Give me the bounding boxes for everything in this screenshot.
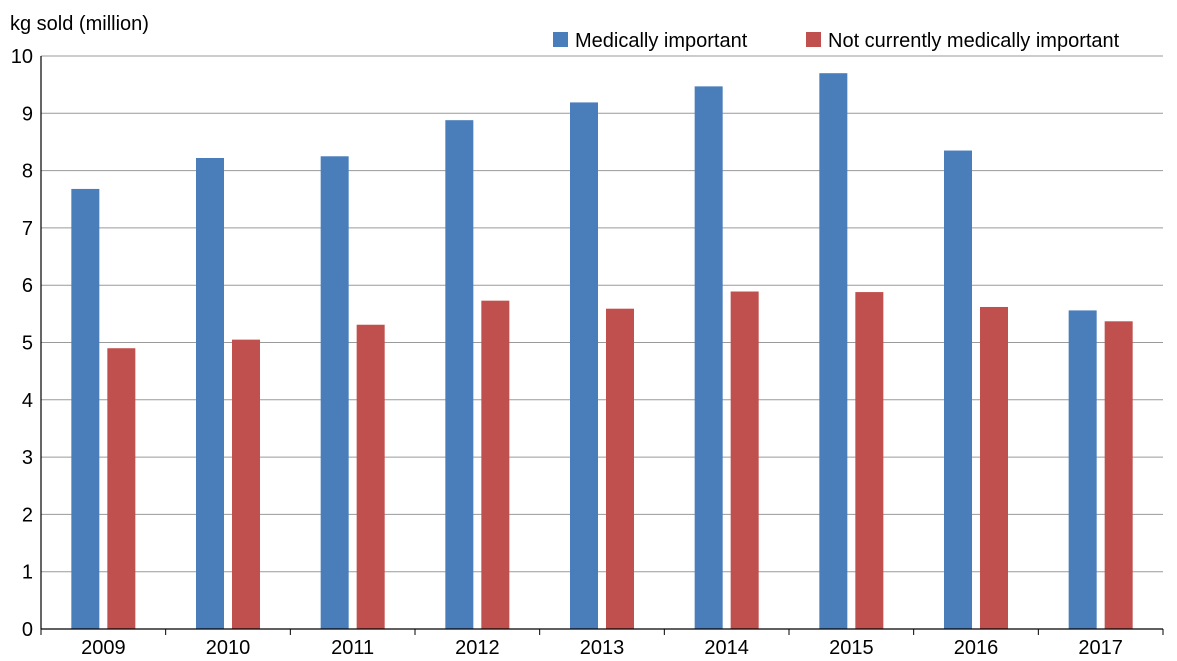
legend-swatch (806, 32, 821, 47)
x-tick-label: 2011 (331, 637, 374, 656)
bar-not-currently-medically-important-2014 (730, 291, 759, 629)
bar-not-currently-medically-important-2017 (1104, 321, 1133, 629)
bar-not-currently-medically-important-2012 (481, 300, 510, 629)
y-tick-label: 9 (22, 103, 33, 125)
legend-label: Medically important (575, 30, 748, 52)
bar-not-currently-medically-important-2015 (855, 292, 884, 629)
bar-not-currently-medically-important-2016 (980, 306, 1008, 629)
bar-medically-important-2009 (71, 188, 100, 629)
bar-medically-important-2016 (944, 150, 972, 630)
legend-label: Not currently medically important (828, 30, 1120, 52)
y-tick-label: 3 (22, 447, 33, 469)
legend: Medically important Not currently medical… (553, 30, 1120, 52)
y-tick-label: 6 (22, 275, 33, 297)
y-tick-label: 7 (22, 218, 33, 240)
bar-medically-important-2013 (570, 102, 598, 629)
y-tick-label: 4 (22, 390, 33, 412)
x-tick-label: 2009 (81, 637, 126, 656)
bar-medically-important-2011 (320, 156, 349, 629)
x-tick-label: 2010 (206, 637, 251, 656)
x-tick-label: 2016 (954, 637, 999, 656)
y-tick-label: 8 (22, 161, 33, 183)
y-tick-label: 5 (22, 333, 33, 355)
y-tick-label: 1 (22, 562, 33, 584)
x-tick-label: 2012 (455, 637, 500, 656)
y-axis-title: kg sold (million) (10, 13, 149, 35)
bar-medically-important-2015 (819, 73, 848, 629)
bar-not-currently-medically-important-2013 (606, 308, 634, 629)
bar-medically-important-2017 (1068, 310, 1097, 629)
bar-not-currently-medically-important-2011 (356, 324, 385, 629)
bars (71, 73, 1133, 630)
axes: 0 1 2 3 4 5 6 7 8 9 10 2009 2010 2011 2012 2013 2014 2015… (11, 46, 1164, 659)
legend-swatch (553, 32, 568, 47)
bar-medically-important-2012 (445, 120, 474, 630)
bar-medically-important-2010 (196, 157, 224, 629)
x-tick-label: 2017 (1078, 637, 1123, 656)
bar-not-currently-medically-important-2009 (107, 348, 136, 629)
x-tick-label: 2015 (829, 637, 874, 656)
gridlines (41, 55, 1163, 573)
y-tick-label: 10 (11, 46, 33, 68)
bar-medically-important-2014 (694, 86, 723, 629)
y-tick-label: 0 (22, 619, 33, 641)
x-tick-label: 2014 (704, 637, 749, 656)
y-tick-label: 2 (22, 504, 33, 526)
x-tick-label: 2013 (580, 637, 625, 656)
bar-not-currently-medically-important-2010 (232, 339, 260, 629)
